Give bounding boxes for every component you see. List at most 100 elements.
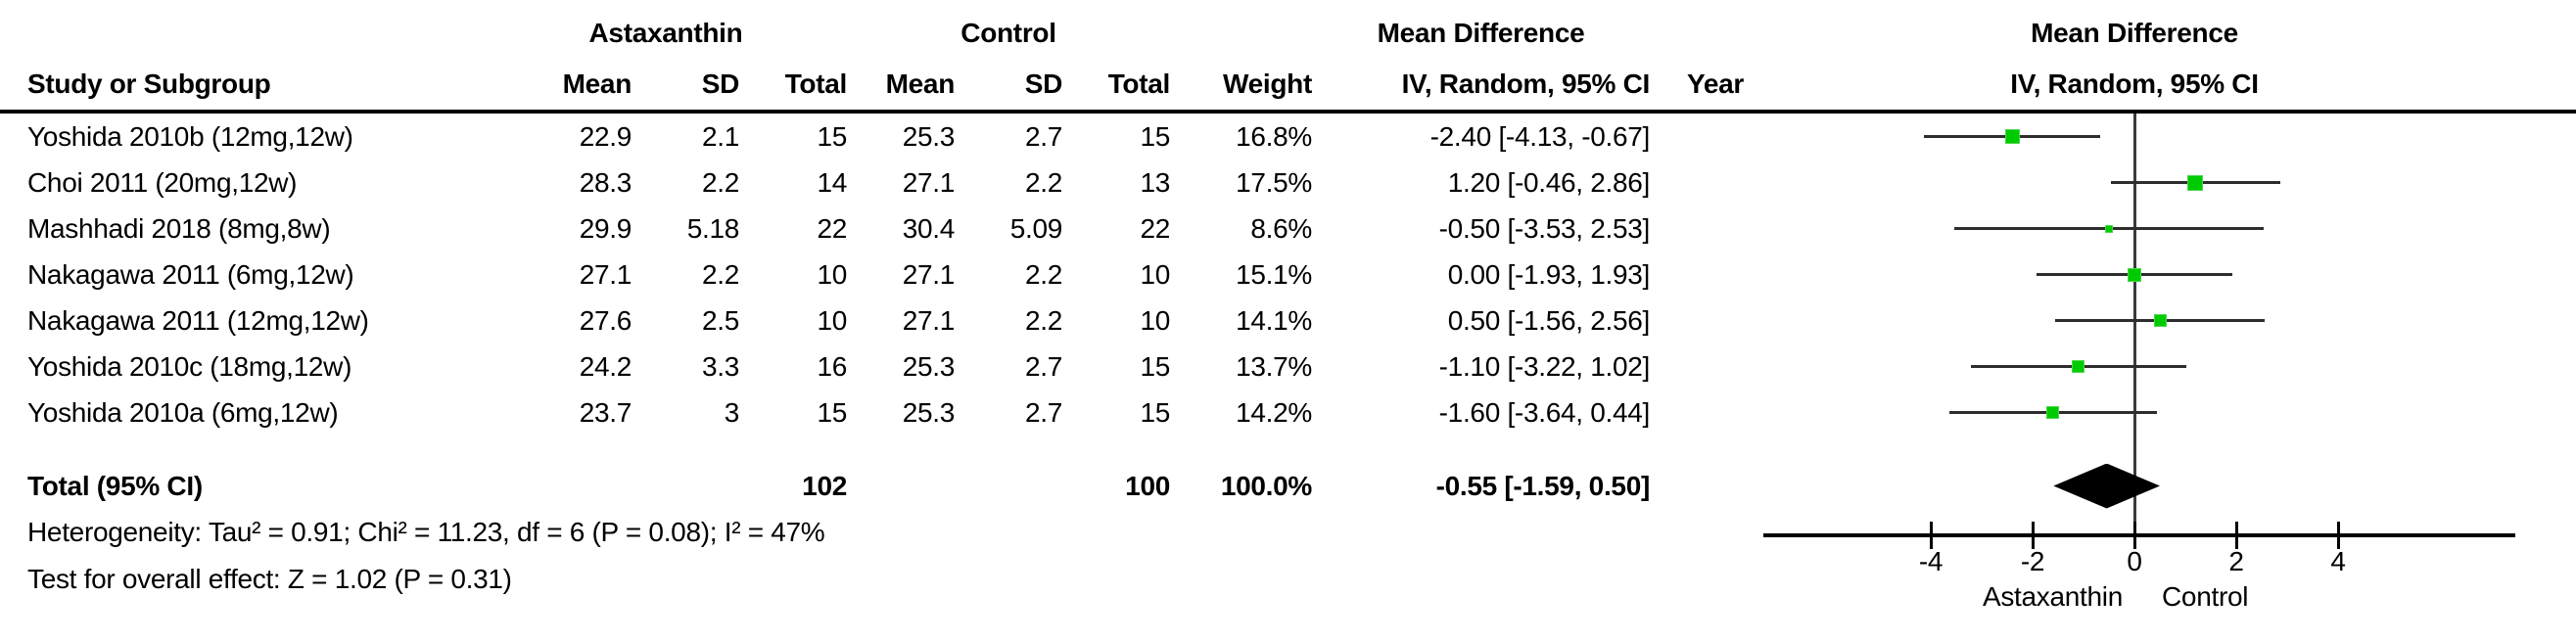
total-exp: 22: [817, 213, 847, 244]
weight: 14.2%: [1236, 397, 1312, 428]
total-exp: 15: [817, 121, 847, 152]
col-header-ci: IV, Random, 95% CI: [1401, 69, 1651, 99]
sd-exp: 3.3: [701, 351, 739, 382]
header-divider: [0, 110, 2576, 114]
study-marker: [2072, 360, 2085, 373]
col-header-sd-control: SD: [1024, 69, 1063, 99]
weight: 13.7%: [1236, 351, 1312, 382]
x-axis: [1763, 533, 2515, 537]
sd-exp: 2.2: [701, 259, 739, 290]
x-axis-tick: [2234, 522, 2238, 549]
sd-ctrl: 2.2: [1024, 259, 1062, 290]
total-ctrl: 22: [1140, 213, 1170, 244]
x-axis-tick: [2132, 522, 2136, 549]
mean-ctrl: 27.1: [902, 167, 956, 198]
weight: 14.1%: [1236, 305, 1312, 336]
table-row: Yoshida 2010b (12mg,12w) 22.9 2.1 15 25.…: [0, 114, 1753, 160]
table-row: Yoshida 2010c (18mg,12w) 24.2 3.3 16 25.…: [0, 344, 1753, 390]
study-label: Nakagawa 2011 (12mg,12w): [27, 305, 369, 336]
col-header-total-astaxanthin: Total: [784, 69, 848, 99]
study-label: Nakagawa 2011 (6mg,12w): [27, 259, 354, 290]
effect-ci: 1.20 [-0.46, 2.86]: [1447, 167, 1651, 198]
study-marker: [2046, 406, 2060, 419]
plot-effect-subheader: IV, Random, 95% CI: [2010, 69, 2259, 99]
total-ctrl: 10: [1140, 305, 1170, 336]
total-weight: 100.0%: [1220, 471, 1312, 501]
x-axis-tick: [2336, 522, 2340, 549]
header-row-columns: Study or Subgroup Mean SD Total Mean SD …: [0, 63, 1753, 106]
sd-exp: 3: [724, 397, 740, 428]
total-label: Total (95% CI): [27, 471, 203, 501]
x-axis-tick-label: 0: [2127, 546, 2142, 576]
table-row: Mashhadi 2018 (8mg,8w) 29.9 5.18 22 30.4…: [0, 206, 1753, 252]
table-row: Nakagawa 2011 (12mg,12w) 27.6 2.5 10 27.…: [0, 298, 1753, 344]
study-marker: [2105, 224, 2113, 233]
total-exp: 14: [817, 167, 847, 198]
total-row: Total (95% CI) 102 100 100.0% -0.55 [-1.…: [0, 463, 1753, 509]
favours-right-label: Control: [2162, 581, 2249, 612]
study-label: Yoshida 2010c (18mg,12w): [27, 351, 352, 382]
study-label: Choi 2011 (20mg,12w): [27, 167, 298, 198]
heterogeneity-text: Heterogeneity: Tau² = 0.91; Chi² = 11.23…: [27, 517, 825, 547]
favours-left-label: Astaxanthin: [1982, 581, 2123, 612]
weight: 8.6%: [1250, 213, 1312, 244]
total-n-ctrl: 100: [1125, 471, 1170, 501]
group-header-control: Control: [960, 18, 1056, 48]
study-label: Yoshida 2010a (6mg,12w): [27, 397, 339, 428]
x-axis-tick-label: 4: [2330, 546, 2346, 576]
mean-exp: 23.7: [579, 397, 632, 428]
weight: 16.8%: [1236, 121, 1312, 152]
col-header-sd-astaxanthin: SD: [701, 69, 740, 99]
study-table: Yoshida 2010b (12mg,12w) 22.9 2.1 15 25.…: [0, 114, 1753, 436]
weight: 17.5%: [1236, 167, 1312, 198]
table-row: Nakagawa 2011 (6mg,12w) 27.1 2.2 10 27.1…: [0, 252, 1753, 298]
x-axis-tick-label: -2: [2020, 546, 2045, 576]
table-row: Choi 2011 (20mg,12w) 28.3 2.2 14 27.1 2.…: [0, 160, 1753, 206]
x-axis-tick-label: -4: [1918, 546, 1944, 576]
effect-ci: 0.50 [-1.56, 2.56]: [1447, 305, 1651, 336]
x-axis-tick: [1929, 522, 1933, 549]
mean-ctrl: 25.3: [902, 351, 956, 382]
sd-ctrl: 2.2: [1024, 167, 1062, 198]
effect-ci: -0.50 [-3.53, 2.53]: [1438, 213, 1651, 244]
sd-exp: 2.1: [701, 121, 739, 152]
study-marker: [2153, 314, 2167, 327]
study-label: Yoshida 2010b (12mg,12w): [27, 121, 353, 152]
mean-ctrl: 30.4: [902, 213, 956, 244]
mean-exp: 24.2: [579, 351, 632, 382]
total-exp: 10: [817, 259, 847, 290]
effect-header-left: Mean Difference: [1377, 18, 1585, 48]
study-marker: [2187, 174, 2204, 191]
mean-ctrl: 25.3: [902, 121, 956, 152]
study-label: Mashhadi 2018 (8mg,8w): [27, 213, 331, 244]
total-exp: 10: [817, 305, 847, 336]
zero-line: [2132, 114, 2136, 537]
group-header-astaxanthin: Astaxanthin: [588, 18, 743, 48]
col-header-year: Year: [1687, 69, 1744, 99]
col-header-mean-astaxanthin: Mean: [562, 69, 632, 99]
study-marker: [2004, 129, 2020, 144]
x-axis-tick: [2031, 522, 2035, 549]
total-diamond: [2053, 463, 2160, 509]
effect-ci: -2.40 [-4.13, -0.67]: [1429, 121, 1651, 152]
effect-ci: -1.60 [-3.64, 0.44]: [1438, 397, 1651, 428]
total-ctrl: 10: [1140, 259, 1170, 290]
mean-ctrl: 25.3: [902, 397, 956, 428]
total-n-exp: 102: [802, 471, 847, 501]
header-row-groups: Astaxanthin Control Mean Difference: [0, 14, 2576, 53]
sd-ctrl: 2.7: [1024, 351, 1062, 382]
total-ctrl: 15: [1140, 397, 1170, 428]
total-ctrl: 13: [1140, 167, 1170, 198]
total-ctrl: 15: [1140, 351, 1170, 382]
overall-effect-text: Test for overall effect: Z = 1.02 (P = 0…: [27, 564, 512, 594]
x-axis-tick-label: 2: [2228, 546, 2244, 576]
mean-exp: 29.9: [579, 213, 632, 244]
total-ctrl: 15: [1140, 121, 1170, 152]
total-exp: 16: [817, 351, 847, 382]
col-header-mean-control: Mean: [885, 69, 956, 99]
col-header-study: Study or Subgroup: [27, 69, 271, 99]
table-row: Yoshida 2010a (6mg,12w) 23.7 3 15 25.3 2…: [0, 390, 1753, 436]
effect-ci: -1.10 [-3.22, 1.02]: [1438, 351, 1651, 382]
